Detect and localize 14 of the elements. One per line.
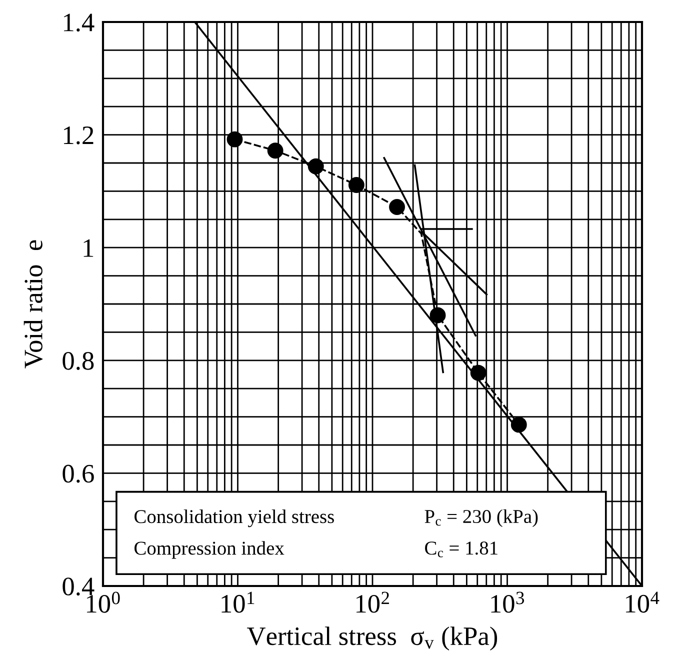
x-tick-label: 10$^{3}$ <box>491 592 524 613</box>
x-axis-title: Vertical stress σ$_{v}$ (kPa) <box>247 626 498 651</box>
x-tick-label: 10$^{4}$ <box>626 592 660 613</box>
y-tick-label: 1.2 <box>64 126 94 144</box>
x-tick-label: 10$^{1}$ <box>222 592 254 613</box>
y-axis-title: Void ratio e <box>24 240 43 368</box>
y-tick-label: 0.4 <box>62 578 94 596</box>
text: Consolidation yield stress P$_{c}$ = 230 (kPa) <box>134 509 538 528</box>
y-tick-label: 1.4 <box>64 14 94 32</box>
y-tick-label: 0.8 <box>62 352 94 370</box>
y-tick-label: 1 <box>84 239 94 257</box>
y-tick-label: 0.6 <box>62 464 94 483</box>
text: Compression index C$_{c}$ = 1.81 <box>134 541 498 559</box>
x-tick-label: 10$^{2}$ <box>356 592 389 613</box>
